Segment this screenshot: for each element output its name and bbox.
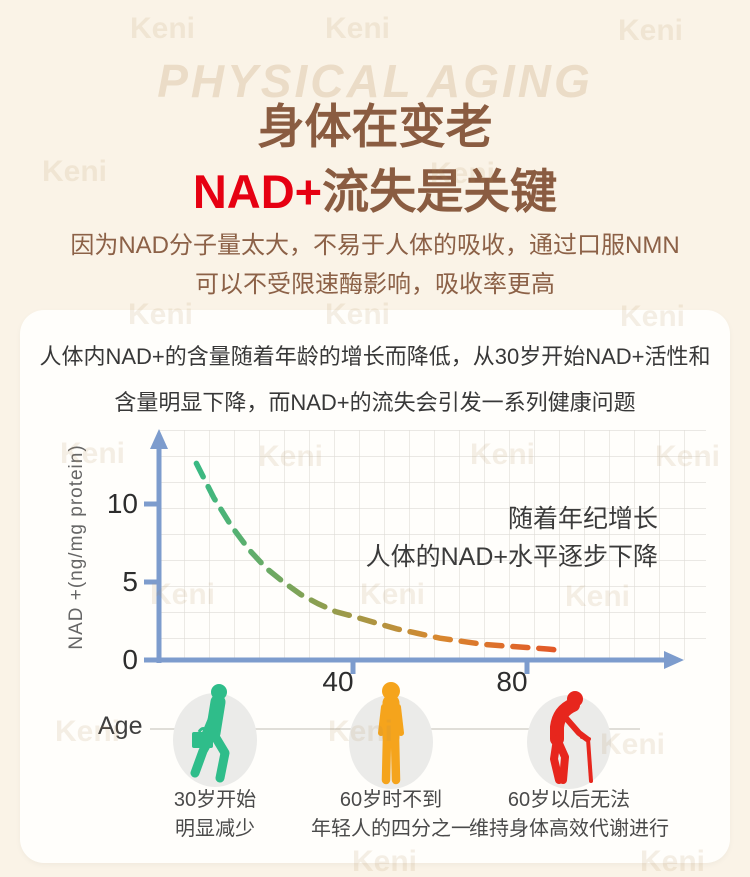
- walking-businessman-icon: [190, 684, 230, 783]
- physical-aging-watermark: PHYSICAL AGING: [157, 55, 593, 107]
- figure-age-60: [341, 677, 441, 797]
- nad-curve-line: [193, 460, 565, 654]
- intro-line1: 人体内NAD+的含量随着年龄的增长而降低，从30岁开始NAD+活性和: [39, 344, 711, 369]
- y-tick-label-10: 10: [107, 488, 138, 519]
- caption-age-60: 60岁时不到 年轻人的四分之一: [271, 786, 511, 844]
- caption-line2: 年轻人的四分之一: [311, 818, 471, 840]
- y-axis-arrow-icon: [150, 429, 168, 449]
- subtitle: 因为NAD分子量太大，不易于人体的吸收，通过口服NMN 可以不受限速酶影响，吸收…: [0, 226, 750, 304]
- figure-age-80: [519, 677, 619, 797]
- page-title-line1: 身体在变老: [257, 100, 493, 153]
- nad-decline-chart: 10 5 0 40 80 NAD +(ng/mg protein) 随着年纪增长…: [20, 425, 720, 715]
- page-title-line2: NAD+流失是关键: [0, 153, 750, 222]
- caption-line2: 明显减少: [175, 818, 255, 840]
- age-axis-label: Age: [98, 712, 143, 740]
- chart-annotation-line2: 人体的NAD+水平逐步下降: [366, 543, 658, 571]
- title-highlight-nad: NAD+: [192, 165, 323, 218]
- y-axis-label: NAD +(ng/mg protein): [66, 444, 87, 649]
- y-tick-label-0: 0: [122, 644, 138, 675]
- caption-age-80: 60岁以后无法 维持身体高效代谢进行: [429, 786, 709, 844]
- x-tick-label-40: 40: [322, 666, 353, 697]
- x-tick-label-80: 80: [496, 666, 527, 697]
- chart-grid: [159, 430, 706, 660]
- caption-line1: 60岁以后无法: [507, 789, 631, 811]
- y-tick-label-5: 5: [122, 566, 138, 597]
- elderly-with-cane-icon: [550, 691, 593, 784]
- header: PHYSICAL AGING 身体在变老 NAD+流失是关键 因为NAD分子量太…: [0, 0, 750, 308]
- caption-age-30: 30岁开始 明显减少: [105, 786, 325, 844]
- card-intro-text: 人体内NAD+的含量随着年龄的增长而降低，从30岁开始NAD+活性和 含量明显下…: [20, 334, 730, 426]
- intro-line2: 含量明显下降，而NAD+的流失会引发一系列健康问题: [114, 390, 636, 415]
- standing-man-icon: [378, 682, 404, 785]
- subtitle-line2: 可以不受限速酶影响，吸收率更高: [195, 271, 555, 298]
- title-line2-rest: 流失是关键: [322, 165, 558, 218]
- caption-line1: 60岁时不到: [339, 789, 443, 811]
- x-axis-arrow-icon: [664, 651, 684, 669]
- figure-age-30: [165, 675, 265, 795]
- caption-line1: 30岁开始: [173, 789, 257, 811]
- chart-annotation-line1: 随着年纪增长: [508, 505, 658, 533]
- subtitle-line1: 因为NAD分子量太大，不易于人体的吸收，通过口服NMN: [70, 232, 680, 259]
- caption-line2: 维持身体高效代谢进行: [469, 818, 669, 840]
- info-card: 人体内NAD+的含量随着年龄的增长而降低，从30岁开始NAD+活性和 含量明显下…: [20, 310, 730, 863]
- chart-svg: 10 5 0 40 80 NAD +(ng/mg protein) 随着年纪增长…: [66, 429, 706, 697]
